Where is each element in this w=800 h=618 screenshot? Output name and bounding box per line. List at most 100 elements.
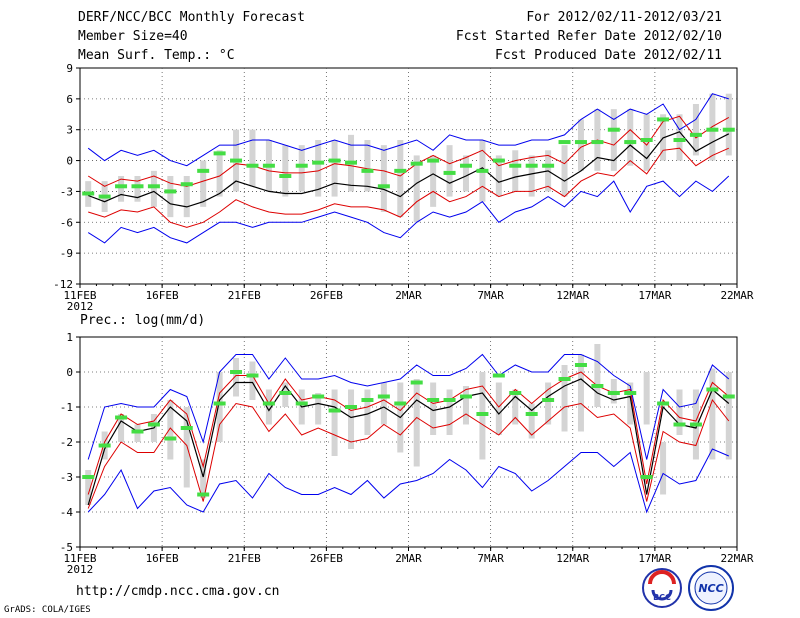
observation-marker: [476, 412, 489, 416]
observation-marker: [525, 412, 538, 416]
y-tick-label: -3: [60, 471, 73, 484]
observation-marker: [624, 140, 637, 145]
observation-marker: [312, 394, 325, 399]
observation-marker: [82, 191, 95, 196]
spread-bar: [709, 368, 716, 460]
observation-marker: [328, 158, 341, 163]
spread-bar: [282, 145, 289, 197]
observation-marker: [115, 184, 128, 189]
observation-marker: [476, 168, 489, 173]
y-tick-label: 3: [66, 124, 73, 137]
observation-marker: [509, 163, 522, 168]
observation-marker: [542, 163, 555, 168]
observation-marker: [147, 422, 160, 427]
spread-bar: [446, 145, 453, 197]
observation-marker: [459, 394, 472, 399]
envelope-low-line: [87, 175, 730, 244]
observation-marker: [164, 436, 177, 441]
observation-marker: [607, 127, 620, 132]
x-tick-label: 21FEB: [228, 289, 261, 302]
spread-bar: [216, 150, 223, 197]
svg-text:BCC: BCC: [653, 593, 671, 602]
observation-marker: [295, 163, 308, 168]
spread-bar: [397, 140, 404, 218]
observation-marker: [574, 140, 587, 145]
observation-marker: [377, 394, 390, 399]
spread-bar: [298, 145, 305, 192]
spread-bar: [118, 176, 125, 202]
spread-bar: [676, 389, 683, 435]
grads-credit: GrADS: COLA/IGES: [4, 605, 91, 615]
x-tick-label: 26FEB: [310, 289, 343, 302]
observation-marker: [657, 401, 670, 406]
observation-marker: [279, 174, 292, 178]
upper-band-line: [87, 371, 730, 495]
lower-band-line: [88, 147, 730, 228]
observation-marker: [230, 158, 243, 163]
spread-bar: [660, 442, 667, 495]
observation-marker: [657, 117, 670, 122]
observation-marker: [558, 140, 571, 145]
observation-marker: [361, 168, 374, 173]
spread-bar: [610, 109, 617, 171]
spread-bar: [200, 459, 207, 498]
observation-marker: [246, 373, 259, 378]
svg-text:NCC: NCC: [698, 582, 723, 595]
x-tick-label: 2MAR: [395, 552, 422, 565]
variable-label: Mean Surf. Temp.: °C: [78, 48, 235, 63]
x-tick-label: 22MAR: [720, 552, 753, 565]
x-tick-label: 17MAR: [638, 289, 671, 302]
spread-bar: [150, 170, 157, 207]
y-tick-label: 1: [66, 331, 73, 344]
spread-bar: [348, 389, 355, 449]
observation-marker: [82, 475, 95, 479]
observation-marker: [345, 405, 358, 409]
spread-bar: [249, 361, 256, 400]
spread-bar: [85, 470, 92, 505]
member-size-label: Member Size=40: [78, 29, 188, 44]
observation-marker: [673, 422, 686, 427]
bcc-logo: BCC: [642, 568, 682, 608]
spread-bar: [446, 389, 453, 435]
forecast-produced-date: Fcst Produced Date 2012/02/11: [495, 48, 722, 63]
observation-marker: [98, 194, 111, 199]
observation-marker: [394, 401, 407, 406]
spread-bar: [692, 104, 699, 156]
spread-bar: [364, 389, 371, 435]
x-tick-label: 21FEB: [228, 552, 261, 565]
upper-band-line: [87, 115, 730, 187]
observation-marker: [230, 370, 243, 374]
spread-bar: [725, 93, 732, 156]
observation-marker: [591, 140, 604, 145]
spread-bar: [561, 145, 568, 197]
source-url[interactable]: http://cmdp.ncc.cma.gov.cn: [76, 584, 280, 599]
x-tick-label: 7MAR: [477, 289, 504, 302]
observation-marker: [607, 391, 620, 395]
observation-marker: [394, 168, 407, 173]
observation-marker: [377, 184, 390, 189]
observation-marker: [312, 160, 325, 165]
observation-marker: [197, 168, 210, 173]
spread-bar: [528, 403, 535, 439]
y-tick-label: 9: [66, 62, 73, 75]
spread-bar: [265, 389, 272, 425]
observation-marker: [689, 422, 702, 427]
observation-marker: [640, 138, 653, 142]
observation-marker: [509, 391, 522, 395]
observation-marker: [459, 163, 472, 168]
ncc-logo: NCC: [688, 565, 734, 611]
observation-marker: [706, 127, 719, 132]
observation-marker: [427, 158, 440, 163]
envelope-high-line: [87, 93, 729, 167]
y-tick-label: -12: [53, 278, 73, 291]
spread-bar: [413, 155, 420, 223]
spread-bar: [331, 389, 338, 456]
observation-marker: [706, 387, 719, 392]
x-tick-label: 11FEB: [63, 552, 96, 565]
spread-bar: [315, 140, 322, 197]
observation-marker: [328, 408, 341, 413]
observation-marker: [279, 391, 292, 395]
x-tick-label: 22MAR: [720, 289, 753, 302]
spread-bar: [627, 382, 634, 425]
spread-bar: [495, 382, 502, 435]
